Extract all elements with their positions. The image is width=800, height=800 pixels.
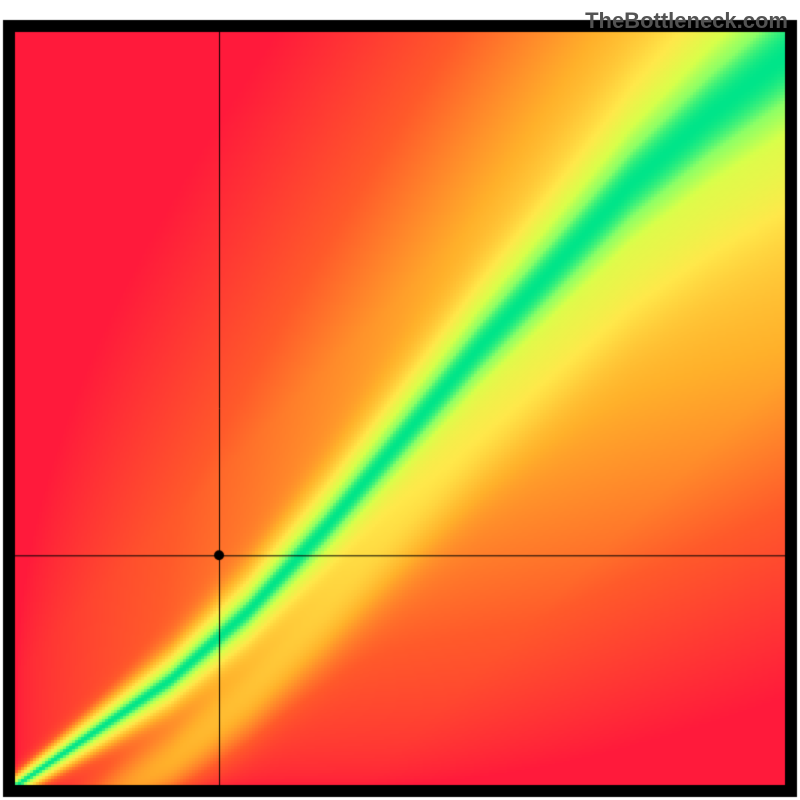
bottleneck-heatmap [0,0,800,800]
chart-container: TheBottleneck.com [0,0,800,800]
watermark-text: TheBottleneck.com [585,8,788,34]
